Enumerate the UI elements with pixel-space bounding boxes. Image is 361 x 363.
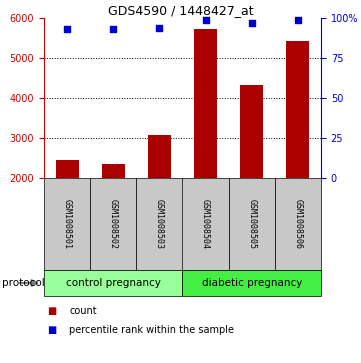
Text: control pregnancy: control pregnancy [66,278,161,288]
Point [64,26,70,32]
Bar [148,135,171,178]
Text: ■: ■ [48,326,57,335]
Bar [286,41,309,178]
Text: GSM1008502: GSM1008502 [109,199,118,249]
Text: GSM1008501: GSM1008501 [62,199,71,249]
Text: percentile rank within the sample: percentile rank within the sample [69,326,234,335]
Point [295,17,301,23]
Text: ■: ■ [48,306,57,315]
Text: GDS4590 / 1448427_at: GDS4590 / 1448427_at [108,4,253,17]
Point [157,25,162,30]
Text: GSM1008503: GSM1008503 [155,199,164,249]
Bar [56,160,79,178]
Bar [240,85,263,178]
Text: GSM1008504: GSM1008504 [201,199,210,249]
Point [203,17,208,23]
Text: protocol: protocol [2,278,44,288]
Point [249,20,255,26]
Bar [194,29,217,178]
Text: diabetic pregnancy: diabetic pregnancy [201,278,302,288]
Point [110,26,116,32]
Bar [102,164,125,178]
Text: GSM1008506: GSM1008506 [293,199,303,249]
Text: GSM1008505: GSM1008505 [247,199,256,249]
Text: count: count [69,306,97,315]
